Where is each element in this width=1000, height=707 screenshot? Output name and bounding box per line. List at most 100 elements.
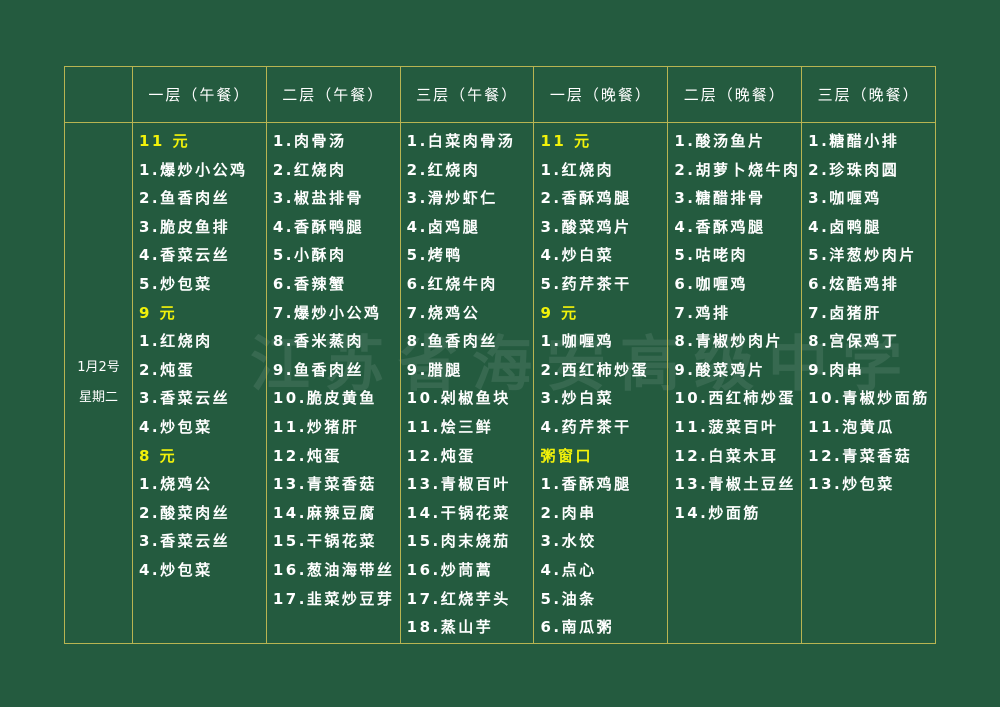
menu-item: 2.红烧肉 (272, 160, 347, 179)
header-floor1-dinner: 一层（晚餐） (533, 66, 669, 123)
menu-item: 12.炖蛋 (406, 446, 476, 465)
menu-item: 5.小酥肉 (272, 246, 347, 265)
menu-item: 3.脆皮鱼排 (139, 217, 231, 236)
menu-item: 3.香菜云丝 (139, 389, 231, 408)
header-floor3-dinner: 三层（晚餐） (801, 66, 936, 123)
menu-item: 5.烤鸭 (406, 246, 463, 265)
menu-item: 13.青椒百叶 (406, 475, 511, 494)
menu-floor3-dinner: 1.糖醋小排 2.珍珠肉圆 3.咖喱鸡 4.卤鸭腿 5.洋葱炒肉片 6.炫酷鸡排 7.卤猪肝… (801, 122, 936, 644)
menu-item: 10.脆皮黄鱼 (272, 389, 377, 408)
header-floor2-dinner: 二层（晚餐） (667, 66, 803, 123)
menu-item: 12.炖蛋 (272, 446, 342, 465)
menu-item: 2.鱼香肉丝 (139, 189, 231, 208)
date-day: 1月2号 (77, 360, 120, 376)
menu-item: 1.红烧肉 (540, 160, 615, 179)
menu-item: 11.菠菜百叶 (674, 417, 779, 436)
menu-item: 5.炒包菜 (139, 274, 213, 293)
section-heading: 粥窗口 (540, 446, 593, 465)
menu-item: 14.炒面筋 (674, 503, 761, 522)
menu-item: 1.香酥鸡腿 (540, 475, 632, 494)
menu-item: 3.酸菜鸡片 (540, 217, 632, 236)
menu-item: 2.炖蛋 (139, 360, 196, 379)
menu-item: 7.爆炒小公鸡 (272, 303, 382, 322)
menu-item: 6.炫酷鸡排 (808, 274, 900, 293)
menu-item: 13.青菜香菇 (272, 475, 377, 494)
menu-item: 15.肉末烧茄 (406, 532, 511, 551)
menu-item: 11.泡黄瓜 (808, 417, 895, 436)
menu-item: 1.红烧肉 (139, 332, 213, 351)
date-cell: 1月2号 星期二 (64, 122, 133, 644)
menu-item: 13.炒包菜 (808, 475, 895, 494)
menu-item: 17.韭菜炒豆芽 (272, 589, 395, 608)
menu-item: 13.青椒土豆丝 (674, 475, 796, 494)
menu-item: 1.白菜肉骨汤 (406, 132, 516, 150)
menu-item: 17.红烧芋头 (406, 589, 511, 608)
menu-item: 3.水饺 (540, 532, 597, 551)
menu-item: 8.鱼香肉丝 (406, 332, 498, 351)
menu-item: 12.青菜香菇 (808, 446, 913, 465)
menu-item: 10.青椒炒面筋 (808, 389, 930, 408)
menu-item: 5.药芹茶干 (540, 274, 632, 293)
menu-item: 9.肉串 (808, 360, 865, 379)
menu-item: 10.西红柿炒蛋 (674, 389, 796, 408)
menu-row: 1月2号 星期二 11 元 1.爆炒小公鸡 2.鱼香肉丝 3.脆皮鱼排 4.香菜云丝 5.… (64, 122, 936, 644)
menu-item: 10.剁椒鱼块 (406, 389, 511, 408)
menu-item: 15.干锅花菜 (272, 532, 377, 551)
menu-item: 6.香辣蟹 (272, 274, 347, 293)
menu-item: 6.咖喱鸡 (674, 274, 748, 293)
menu-item: 5.洋葱炒肉片 (808, 246, 917, 265)
menu-item: 1.糖醋小排 (808, 132, 900, 150)
menu-item: 1.肉骨汤 (272, 132, 347, 150)
menu-item: 2.西红柿炒蛋 (540, 360, 650, 379)
menu-item: 12.白菜木耳 (674, 446, 779, 465)
menu-item: 4.香菜云丝 (139, 246, 231, 265)
menu-item: 1.爆炒小公鸡 (139, 160, 248, 179)
menu-item: 4.点心 (540, 560, 597, 579)
menu-floor2-dinner: 1.酸汤鱼片 2.胡萝卜烧牛肉 3.糖醋排骨 4.香酥鸡腿 5.咕咾肉 6.咖喱鸡 7.鸡排… (667, 122, 803, 644)
menu-item: 2.珍珠肉圆 (808, 160, 900, 179)
menu-item: 4.药芹茶干 (540, 417, 632, 436)
menu-item: 1.酸汤鱼片 (674, 132, 766, 150)
menu-item: 4.炒包菜 (139, 417, 213, 436)
menu-item: 11.烩三鲜 (406, 417, 494, 436)
menu-item: 4.炒包菜 (139, 560, 213, 579)
menu-item: 16.葱油海带丝 (272, 560, 395, 579)
header-floor3-lunch: 三层（午餐） (399, 66, 535, 123)
menu-item: 6.南瓜粥 (540, 618, 615, 637)
menu-item: 8.宫保鸡丁 (808, 332, 900, 351)
menu-item: 16.炒茼蒿 (406, 560, 494, 579)
section-heading: 8 元 (139, 446, 178, 465)
header-floor2-lunch: 二层（午餐） (265, 66, 401, 123)
menu-floor3-lunch: 1.白菜肉骨汤 2.红烧肉 3.滑炒虾仁 4.卤鸡腿 5.烤鸭 6.红烧牛肉 7.烧鸡公 8.… (399, 122, 535, 644)
section-heading: 11 元 (540, 132, 592, 150)
menu-item: 3.椒盐排骨 (272, 189, 364, 208)
menu-item: 1.咖喱鸡 (540, 332, 615, 351)
menu-item: 1.烧鸡公 (139, 475, 213, 494)
menu-item: 4.香酥鸭腿 (272, 217, 364, 236)
menu-item: 11.炒猪肝 (272, 417, 360, 436)
menu-item: 3.糖醋排骨 (674, 189, 766, 208)
header-floor1-lunch: 一层（午餐） (132, 66, 267, 123)
menu-item: 5.咕咾肉 (674, 246, 748, 265)
menu-item: 6.红烧牛肉 (406, 274, 498, 293)
header-cell-blank (64, 66, 133, 123)
section-heading: 9 元 (139, 303, 178, 322)
menu-item: 14.麻辣豆腐 (272, 503, 377, 522)
menu-item: 7.烧鸡公 (406, 303, 481, 322)
menu-item: 9.腊腿 (406, 360, 463, 379)
menu-item: 2.肉串 (540, 503, 597, 522)
menu-item: 9.酸菜鸡片 (674, 360, 766, 379)
menu-item: 9.鱼香肉丝 (272, 360, 364, 379)
menu-item: 7.鸡排 (674, 303, 731, 322)
menu-item: 8.青椒炒肉片 (674, 332, 783, 351)
menu-item: 14.干锅花菜 (406, 503, 511, 522)
menu-table: 一层（午餐） 二层（午餐） 三层（午餐） 一层（晚餐） 二层（晚餐） 三层（晚餐… (64, 66, 936, 644)
menu-item: 3.炒白菜 (540, 389, 615, 408)
menu-item: 3.滑炒虾仁 (406, 189, 498, 208)
menu-item: 2.红烧肉 (406, 160, 481, 179)
menu-item: 4.炒白菜 (540, 246, 615, 265)
menu-item: 2.酸菜肉丝 (139, 503, 231, 522)
menu-item: 2.香酥鸡腿 (540, 189, 632, 208)
menu-floor1-lunch: 11 元 1.爆炒小公鸡 2.鱼香肉丝 3.脆皮鱼排 4.香菜云丝 5.炒包菜 9 元 1.红… (132, 122, 267, 644)
menu-item: 18.蒸山芋 (406, 618, 494, 637)
